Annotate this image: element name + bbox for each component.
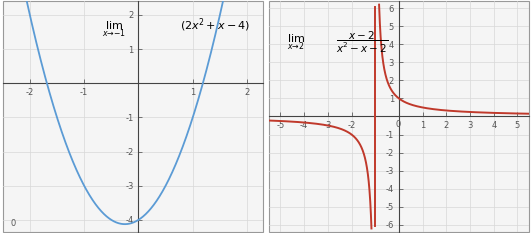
Bar [269,1,529,232]
Text: $\dfrac{x-2}{x^2-x-2}$: $\dfrac{x-2}{x^2-x-2}$ [336,30,388,55]
Bar [3,1,263,232]
Text: 0: 0 [395,120,400,129]
Text: $\left(2x^2+x-4\right)$: $\left(2x^2+x-4\right)$ [180,16,250,34]
Text: 0: 0 [11,219,16,228]
Text: $\lim_{x\to-1}$: $\lim_{x\to-1}$ [102,19,126,38]
Text: $\lim_{x\to2}$: $\lim_{x\to2}$ [287,33,305,52]
